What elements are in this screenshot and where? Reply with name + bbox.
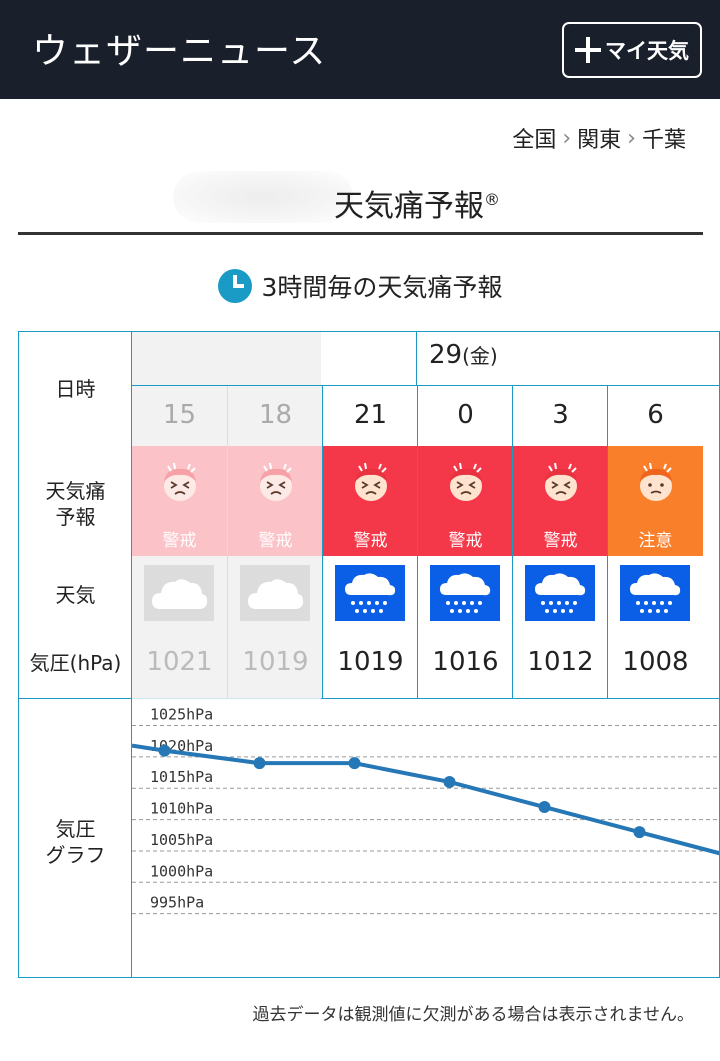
rain-icon [525,565,595,621]
hour-label: 6 [647,400,664,430]
hour-label: 3 [552,400,569,430]
forecast-column: 15 警戒 1021 [132,386,227,699]
row-label-pressure: 気圧(hPa) [29,651,122,675]
pained-face-icon [355,462,387,501]
y-tick-label: 1010hPa [150,800,213,818]
pain-forecast-cell: 警戒 [418,446,513,556]
table-divider [321,698,719,699]
pressure-value: 1021 [146,647,213,677]
breadcrumb: 全国 › 関東 › 千葉 [512,122,686,154]
forecast-table: 日時 天気痛 予報 天気 気圧(hPa) 気圧 グラフ 29(金) 15 警戒 1021… [18,331,720,978]
date-header-past [132,332,321,385]
pain-forecast-cell: 警戒 [323,446,418,556]
rain-icon [620,565,690,621]
hour-label: 21 [353,400,388,430]
forecast-scroll-area[interactable]: 29(金) 15 警戒 1021 18 警戒 1019 21 警戒 1019 0 警戒 1016 3 警戒… [131,331,720,978]
cloud-icon [240,565,310,621]
pressure-line [132,743,719,856]
rain-icon [430,565,500,621]
pressure-point [538,801,551,814]
clock-icon [217,269,252,303]
hour-label: 15 [162,400,197,430]
pressure-point [158,744,171,757]
pressure-point [253,757,266,770]
footnote: 過去データは観測値に欠測がある場合は表示されません。 [252,1005,695,1025]
table-divider-past [132,698,321,699]
forecast-column: 0 警戒 1016 [417,386,513,699]
pressure-value: 1008 [622,647,689,677]
y-tick-label: 995hPa [150,894,204,912]
row-label-datetime: 日時 [55,377,96,401]
y-tick-label: 1015hPa [150,768,213,786]
pained-face-icon [260,462,292,501]
pressure-value: 1019 [337,647,404,677]
row-label-pain: 天気痛 予報 [45,479,106,529]
page-title-area: 天気痛予報® [18,165,703,235]
pained-face-icon [164,462,196,501]
pained-face-icon [450,462,482,501]
pain-level-label: 警戒 [543,531,578,551]
blurred-location-name [173,171,353,223]
pained-face-icon [545,462,577,501]
hour-label: 0 [457,400,474,430]
chevron-right-icon: › [627,125,636,151]
my-weather-button[interactable]: マイ天気 [562,22,702,78]
y-tick-label: 1005hPa [150,831,213,849]
my-weather-button-label: マイ天気 [605,39,689,63]
worried-face-icon [640,462,672,501]
breadcrumb-item-prefecture: 千葉 [641,128,686,153]
section-heading: 3時間毎の天気痛予報 [0,268,720,304]
pain-forecast-cell: 警戒 [228,446,323,556]
pressure-point [633,826,646,839]
page-title: 天気痛予報® [334,189,500,224]
cloud-icon [144,565,214,621]
row-divider [19,698,132,699]
pain-level-label: 警戒 [258,531,293,551]
section-heading-text: 3時間毎の天気痛予報 [261,273,503,302]
forecast-column: 3 警戒 1012 [512,386,608,699]
pain-forecast-cell: 注意 [608,446,703,556]
pressure-point [348,757,361,770]
y-tick-label: 1025hPa [150,706,213,724]
breadcrumb-item-region[interactable]: 関東 [577,128,622,153]
hour-label: 18 [258,400,293,430]
date-header: 29(金) [416,332,719,385]
pain-level-label: 警戒 [448,531,483,551]
pressure-value: 1012 [527,647,594,677]
pain-level-label: 注意 [638,531,673,551]
row-label-column: 日時 天気痛 予報 天気 気圧(hPa) 気圧 グラフ [18,331,132,978]
forecast-column: 18 警戒 1019 [227,386,323,699]
y-tick-label: 1000hPa [150,862,213,880]
pressure-value: 1016 [432,647,499,677]
breadcrumb-item-nation[interactable]: 全国 [512,128,557,153]
pain-forecast-cell: 警戒 [132,446,227,556]
forecast-column: 21 警戒 1019 [322,386,418,699]
plus-icon [575,37,601,63]
forecast-column: 6 注意 1008 [607,386,703,699]
rain-icon [335,565,405,621]
pain-level-label: 警戒 [162,531,197,551]
date-divider [132,385,719,386]
app-title[interactable]: ウェザーニュース [32,31,327,72]
pressure-point [443,775,456,788]
chevron-right-icon: › [562,125,572,151]
pressure-graph: 1025hPa1020hPa1015hPa1010hPa1005hPa1000h… [132,706,719,915]
row-label-graph: 気圧 グラフ [45,817,106,867]
pressure-value: 1019 [242,647,309,677]
row-label-weather: 天気 [55,583,96,607]
app-header: ウェザーニュース マイ天気 [0,0,720,99]
pain-forecast-cell: 警戒 [513,446,608,556]
pain-level-label: 警戒 [353,531,388,551]
